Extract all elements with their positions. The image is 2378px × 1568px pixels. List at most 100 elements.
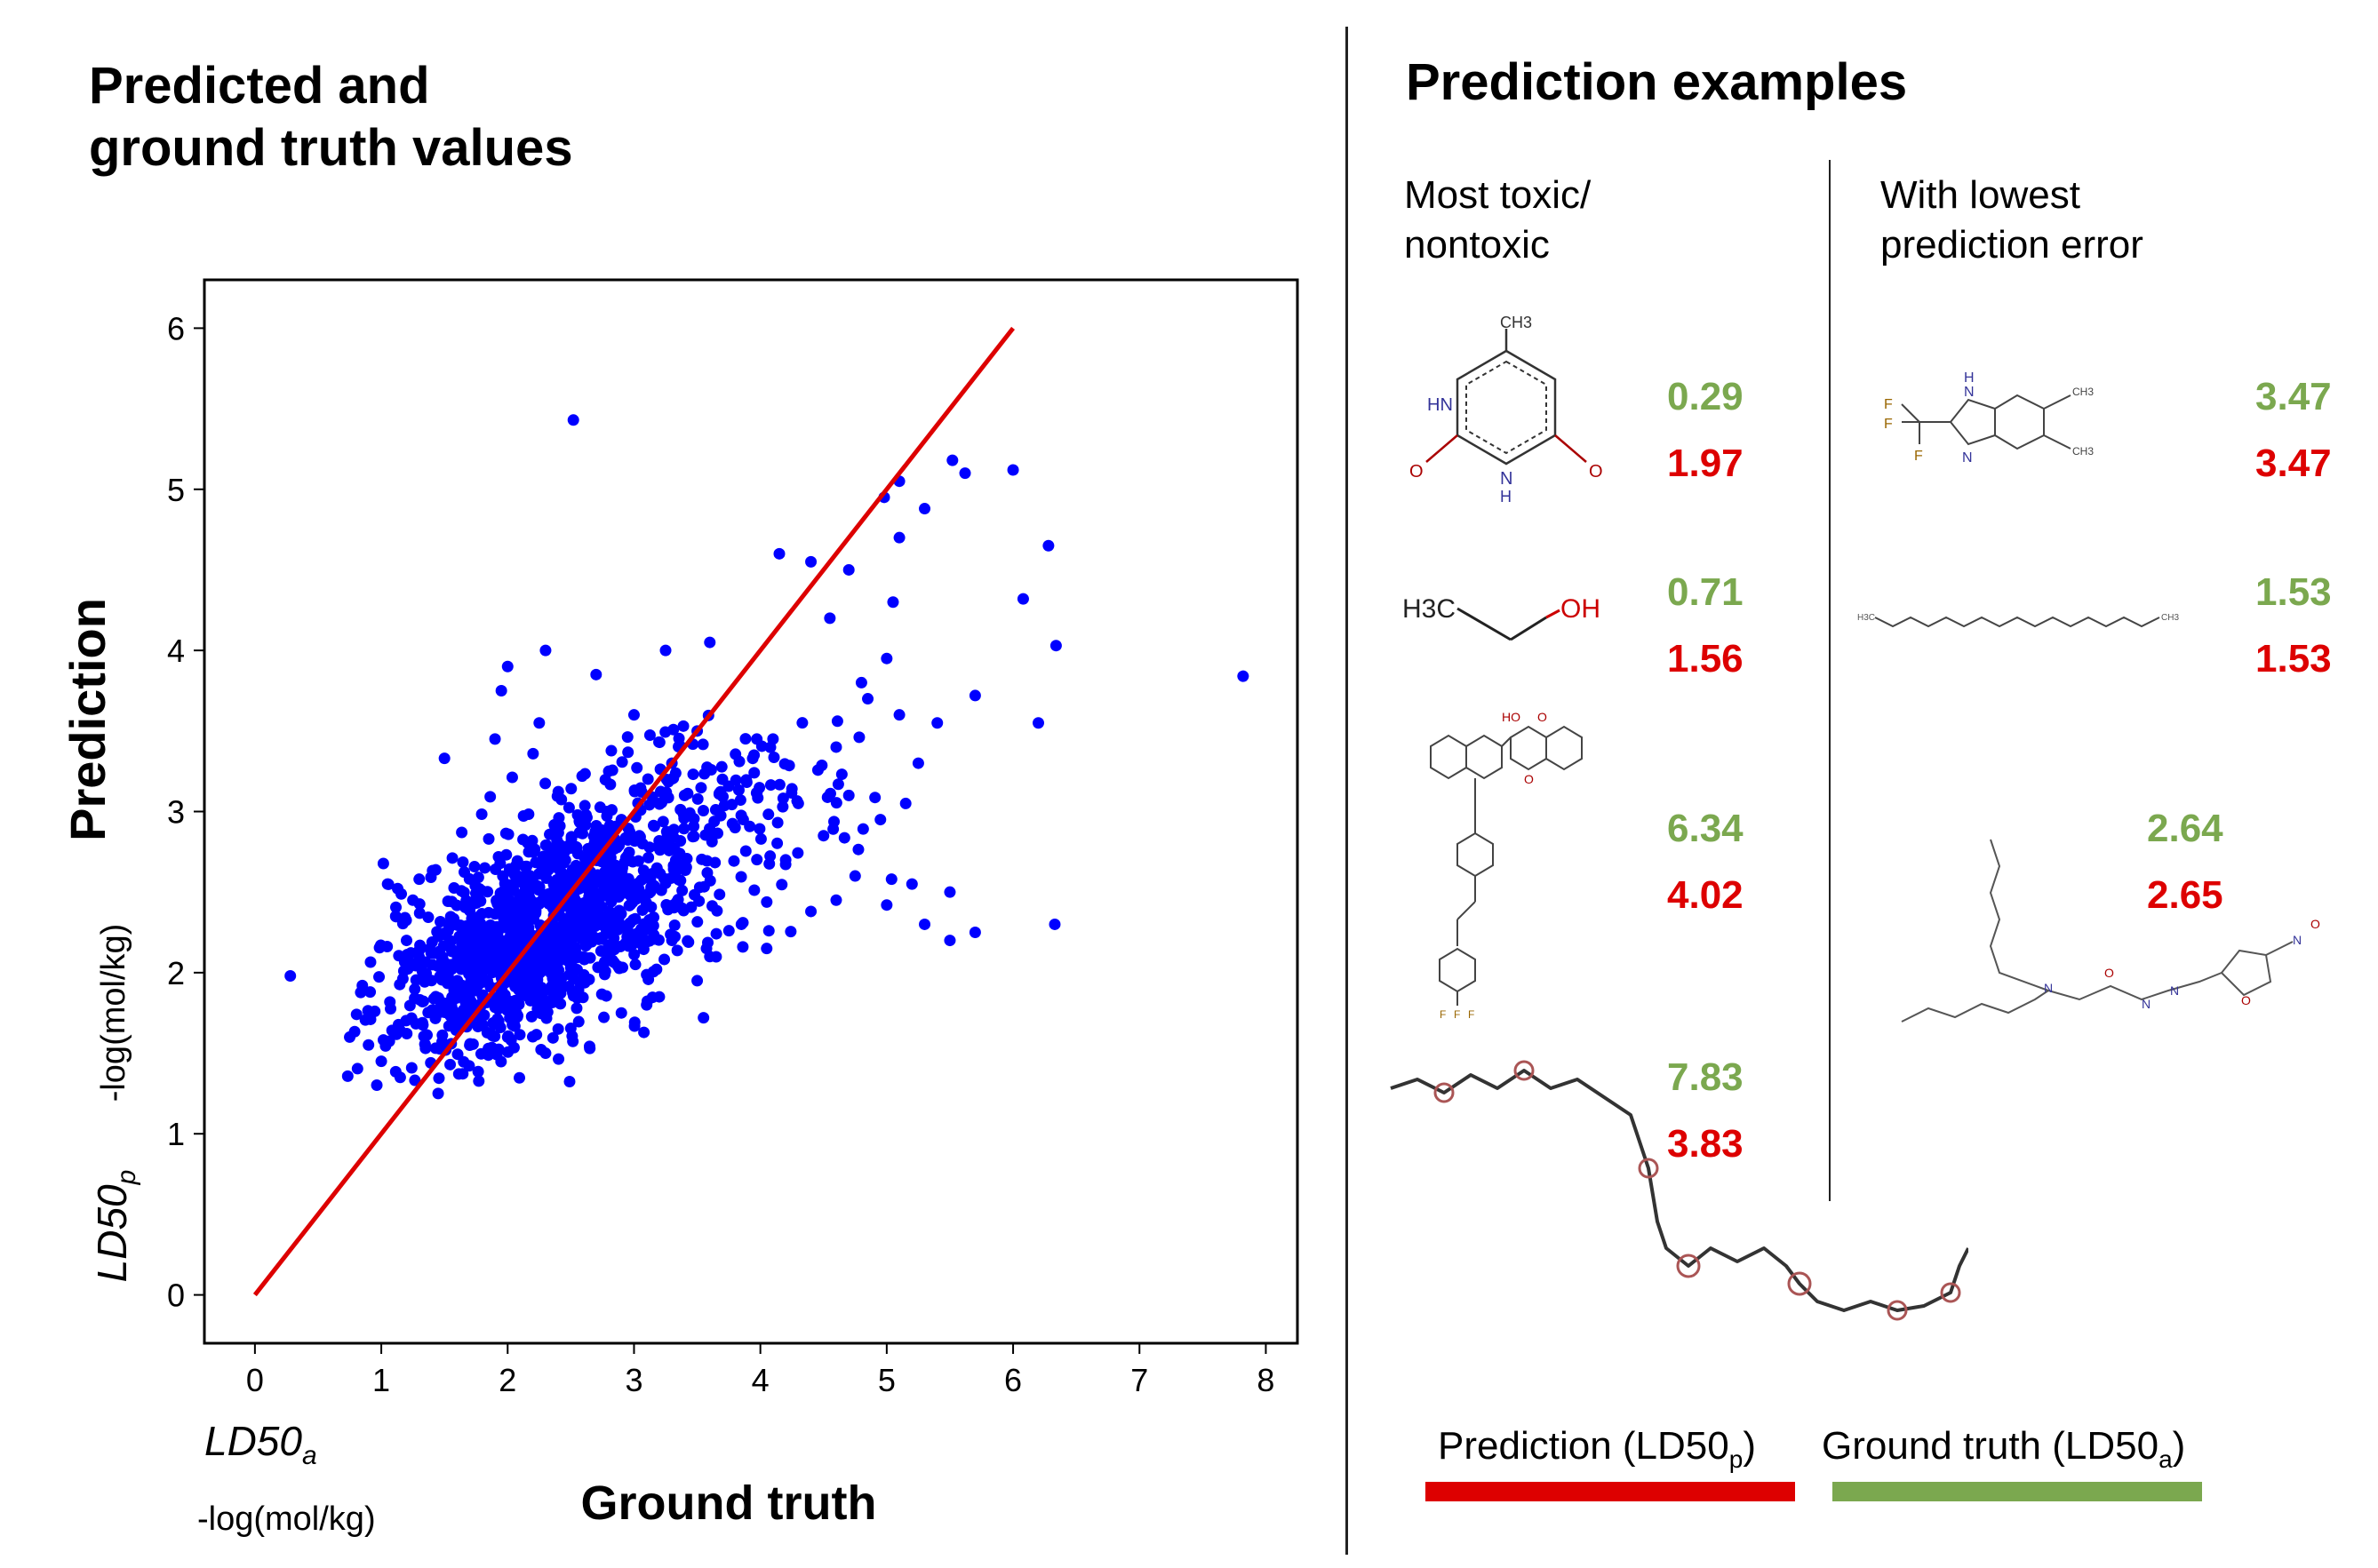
- data-point: [583, 890, 595, 903]
- data-point: [392, 882, 404, 895]
- data-point: [576, 827, 588, 840]
- data-point: [658, 953, 671, 966]
- data-point: [371, 1078, 383, 1091]
- x-math-sub: a: [302, 1441, 317, 1470]
- data-point: [443, 964, 456, 976]
- data-point: [590, 873, 602, 886]
- data-point: [899, 797, 912, 809]
- ex-low-1-pred: 3.47: [2255, 442, 2332, 485]
- data-point: [351, 1063, 363, 1075]
- data-point: [579, 856, 592, 868]
- data-point: [526, 1031, 539, 1043]
- data-point: [628, 948, 641, 960]
- data-point: [737, 814, 749, 826]
- data-point: [647, 966, 659, 978]
- mol-atom-f-1: F: [1440, 1008, 1446, 1021]
- data-point: [563, 1076, 576, 1088]
- data-point: [414, 994, 427, 1007]
- data-point: [583, 1040, 595, 1053]
- data-point: [874, 814, 887, 826]
- data-point: [401, 935, 413, 947]
- data-point: [540, 872, 553, 885]
- data-point: [665, 840, 677, 853]
- data-point: [648, 928, 660, 941]
- data-point: [661, 829, 674, 841]
- data-point: [413, 907, 426, 919]
- data-point: [849, 870, 861, 882]
- data-point: [456, 826, 468, 839]
- data-point: [683, 807, 696, 819]
- data-point: [642, 773, 654, 785]
- ex-low-2-pred: 1.53: [2255, 637, 2332, 681]
- data-point: [674, 835, 686, 848]
- legend-pred-text: Prediction (LD50: [1438, 1424, 1729, 1468]
- data-point: [885, 873, 898, 886]
- data-point: [536, 987, 548, 999]
- data-point: [830, 894, 842, 906]
- data-point: [444, 1058, 457, 1071]
- data-point: [580, 938, 593, 951]
- data-point: [472, 1065, 484, 1078]
- data-point: [577, 991, 589, 1004]
- data-point: [598, 1011, 610, 1023]
- mol-atom-ch3-alkane: CH3: [2161, 613, 2179, 623]
- data-point: [667, 723, 680, 736]
- data-point: [746, 752, 759, 765]
- data-point: [513, 984, 525, 997]
- data-point: [604, 778, 617, 791]
- data-point: [580, 916, 593, 928]
- y-tick-label: 4: [167, 633, 185, 669]
- mol-atom-h: H: [1500, 488, 1512, 505]
- data-point: [559, 872, 571, 885]
- mol-atom-n-hydrazide-2: N: [2170, 983, 2179, 998]
- data-point: [779, 858, 792, 871]
- mol-atom-oh: OH: [1560, 594, 1600, 624]
- data-point: [616, 961, 628, 974]
- molecule-trifluoromethyl-benzimidazole: F F F H N N CH3 CH3: [1884, 370, 2094, 466]
- data-point: [364, 956, 377, 968]
- right-title: Prediction examples: [1406, 53, 1908, 111]
- data-point: [1017, 593, 1029, 605]
- data-point: [732, 784, 745, 796]
- data-point: [764, 779, 777, 792]
- ex-toxic-3-pred: 4.02: [1667, 873, 1744, 917]
- data-point: [1032, 717, 1044, 729]
- data-point: [567, 1035, 579, 1047]
- data-point: [523, 846, 535, 858]
- data-point: [624, 889, 636, 902]
- data-point: [838, 832, 850, 844]
- data-point: [751, 786, 763, 799]
- x-axis-label: Ground truth: [581, 1476, 877, 1530]
- data-point: [657, 816, 669, 828]
- data-point: [373, 971, 386, 983]
- legend-prediction-swatch: [1425, 1482, 1795, 1501]
- data-point: [682, 935, 695, 948]
- data-point: [409, 1074, 421, 1086]
- legend-gt-text: Ground truth (LD50: [1822, 1424, 2159, 1468]
- data-point: [754, 823, 766, 835]
- data-point: [427, 864, 439, 877]
- data-point: [628, 785, 641, 798]
- data-point: [751, 854, 763, 866]
- data-point: [539, 644, 552, 657]
- data-point: [605, 744, 618, 757]
- data-point: [458, 886, 470, 898]
- data-point: [552, 1023, 564, 1035]
- x-ticks: 0 1 2 3 4 5 6 7 8: [246, 1343, 1274, 1398]
- ex-toxic-1-gt: 0.29: [1667, 375, 1744, 418]
- data-point: [550, 942, 563, 954]
- mol-atom-f-c: F: [1914, 449, 1923, 464]
- data-point: [429, 1042, 442, 1055]
- y-ticks: 0 1 2 3 4 5 6: [167, 310, 204, 1314]
- data-point: [726, 817, 738, 830]
- data-point: [567, 987, 579, 999]
- data-point: [489, 733, 501, 745]
- x-axis-math-label: LD50a: [204, 1418, 317, 1470]
- y-math-main: LD50: [89, 1184, 135, 1282]
- data-point: [564, 961, 577, 974]
- data-point: [691, 975, 704, 987]
- data-point: [673, 732, 685, 744]
- data-point: [472, 872, 484, 884]
- data-point: [567, 414, 579, 426]
- data-point: [578, 927, 590, 939]
